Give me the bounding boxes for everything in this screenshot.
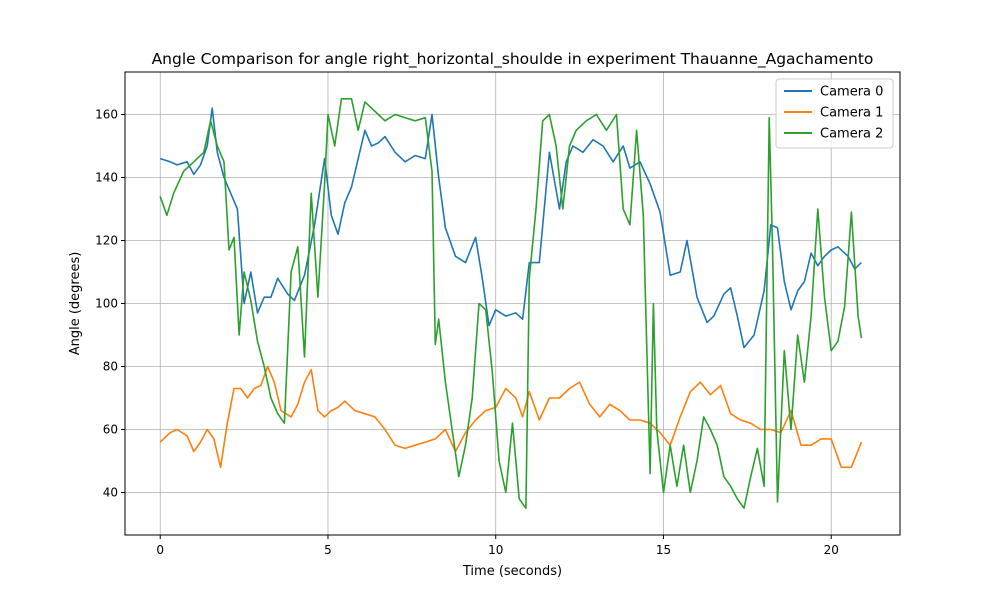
y-tick-label: 100: [95, 297, 118, 311]
y-tick-label: 60: [103, 422, 118, 436]
y-axis-label: Angle (degrees): [68, 252, 83, 356]
y-tick-label: 120: [95, 234, 118, 248]
x-tick-label: 0: [156, 543, 164, 557]
x-axis-label: Time (seconds): [462, 564, 562, 579]
chart-title: Angle Comparison for angle right_horizon…: [152, 50, 874, 69]
legend-label-camera-2: Camera 2: [820, 127, 883, 142]
axis-ticks: 0 5 10 15 20 40 60 80 100 120 140 160: [95, 108, 839, 557]
y-tick-label: 80: [103, 359, 118, 373]
series-line-camera-0: [159, 107, 862, 349]
legend-label-camera-0: Camera 0: [820, 85, 883, 100]
x-tick-label: 5: [324, 543, 332, 557]
y-tick-label: 140: [95, 171, 118, 185]
series-line-camera-2: [159, 98, 863, 510]
legend-label-camera-1: Camera 1: [820, 106, 883, 121]
x-tick-label: 15: [656, 543, 671, 557]
legend: Camera 0 Camera 1 Camera 2: [775, 78, 894, 149]
y-tick-label: 40: [103, 485, 118, 499]
legend-box: [775, 78, 894, 149]
y-tick-label: 160: [95, 108, 118, 122]
x-tick-label: 10: [488, 543, 503, 557]
x-tick-label: 20: [824, 543, 839, 557]
series-line-camera-1: [159, 365, 863, 469]
plot-lines: [159, 98, 863, 510]
